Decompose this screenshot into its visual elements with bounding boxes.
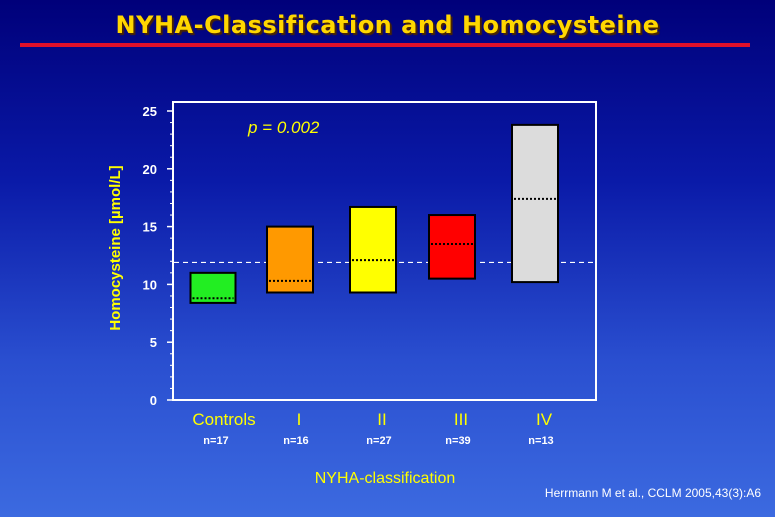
title-underline: [20, 43, 750, 47]
plot-frame: [172, 101, 597, 401]
sample-size-label: n=13: [528, 435, 553, 447]
x-tick-label: Controls: [192, 410, 255, 429]
box-iii: [428, 214, 476, 280]
y-tick-label: 15: [143, 220, 157, 235]
y-tick-label: 10: [143, 277, 157, 292]
y-axis-label: Homocysteine [µmol/L]: [107, 165, 124, 330]
x-tick-label: IV: [536, 410, 553, 429]
x-axis-label: NYHA-classification: [315, 470, 455, 487]
sample-size-label: n=27: [366, 435, 391, 447]
x-tick-label: III: [454, 410, 468, 429]
y-tick-label: 20: [143, 162, 157, 177]
box-ii: [349, 205, 397, 294]
sample-size-label: n=16: [283, 435, 308, 447]
box-i: [266, 225, 314, 294]
y-tick-label: 25: [143, 104, 157, 119]
x-tick-label: II: [377, 410, 386, 429]
y-tick-label: 0: [150, 393, 157, 408]
y-tick-label: 5: [150, 335, 157, 350]
box-iv: [511, 123, 559, 284]
citation: Herrmann M et al., CCLM 2005,43(3):A6: [544, 486, 761, 500]
p-value-annotation: p = 0.002: [247, 118, 320, 137]
sample-size-label: n=17: [203, 435, 228, 447]
x-tick-label: I: [297, 410, 302, 429]
chart-title: NYHA-Classification and Homocysteine: [115, 11, 660, 39]
sample-size-label: n=39: [445, 435, 470, 447]
